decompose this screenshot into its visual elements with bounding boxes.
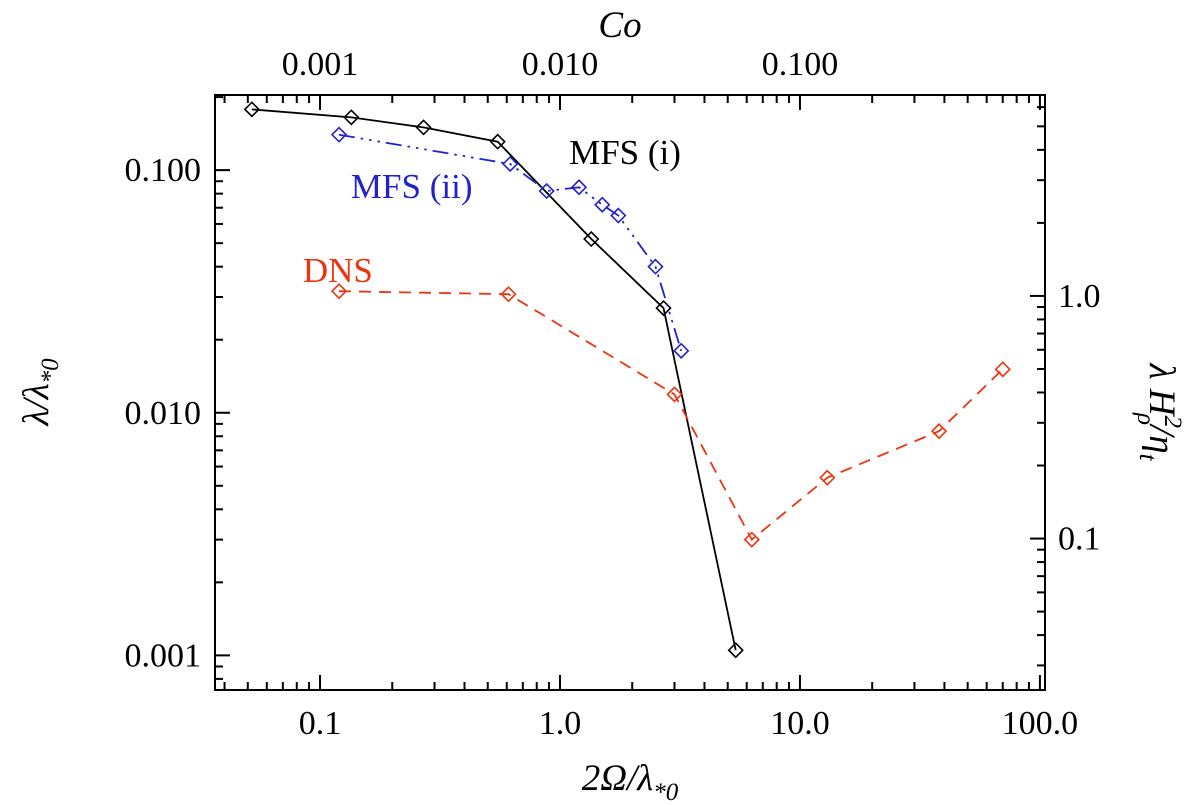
annotation-mfs-i: MFS (i) (569, 133, 681, 172)
data-point-marker-dns (994, 361, 1011, 378)
x-axis: 0.1 1.0 10.0 100.0 2Ω/λ*0 (223, 675, 1079, 805)
annotation-mfs-ii: MFS (ii) (351, 167, 473, 206)
data-point-marker-mfs-ii (610, 207, 627, 224)
top-axis-title: Co (598, 5, 641, 46)
right-tick-label: 1.0 (1058, 278, 1101, 315)
top-tick-label: 0.100 (762, 46, 839, 83)
series-mfs-ii (330, 126, 690, 359)
data-point-marker-dns (666, 386, 683, 403)
plot-frame (214, 94, 1046, 691)
y-axis-title: λ/λ*0 (16, 358, 64, 427)
right-axis-title: λ H2ρ/ηt (1132, 362, 1186, 461)
data-point-marker-mfs-i (415, 119, 432, 136)
data-point-marker-mfs-i (243, 101, 261, 118)
data-point-marker-dns (930, 422, 948, 440)
data-point-marker-mfs-ii (538, 182, 555, 200)
data-point-marker-mfs-ii (570, 179, 588, 196)
data-point-marker-mfs-ii (594, 196, 611, 213)
right-axis: 1.0 0.1 λ H2ρ/ηt (1030, 106, 1186, 667)
data-point-marker-mfs-ii (673, 342, 690, 359)
data-point-marker-dns (743, 531, 760, 548)
x-axis-title: 2Ω/λ*0 (582, 758, 679, 805)
data-point-marker-dns (330, 283, 348, 300)
right-tick-label: 0.1 (1058, 521, 1101, 558)
series-label-dns: DNS (303, 251, 373, 290)
data-point-marker-mfs-i (489, 133, 506, 150)
data-point-marker-mfs-ii (330, 126, 348, 143)
series-mfs-i (243, 101, 744, 659)
y-tick-label: 0.010 (125, 395, 202, 432)
annotation-dns: DNS (303, 251, 373, 290)
data-point-marker-mfs-ii (647, 258, 664, 275)
data-point-marker-mfs-ii (502, 155, 519, 173)
data-point-marker-mfs-i (583, 230, 600, 248)
series-line-dns (338, 290, 1004, 541)
data-point-marker-mfs-i (343, 109, 360, 126)
y-axis: 0.100 0.010 0.001 λ/λ*0 (16, 96, 230, 680)
x-tick-label: 1.0 (539, 705, 582, 742)
top-tick-label: 0.001 (282, 46, 359, 83)
x-tick-label: 100.0 (1002, 705, 1079, 742)
y-tick-label: 0.100 (125, 152, 202, 189)
top-tick-label: 0.010 (522, 46, 599, 83)
data-point-marker-dns (500, 286, 517, 303)
x-tick-label: 10.0 (770, 705, 830, 742)
data-point-marker-mfs-i (727, 642, 744, 659)
series-dns (330, 283, 1011, 548)
top-axis: 0.001 0.010 0.100 Co (223, 5, 1041, 110)
y-tick-label: 0.001 (125, 637, 202, 674)
series-label-mfs-i: MFS (i) (569, 133, 681, 172)
series-label-mfs-ii: MFS (ii) (351, 167, 473, 206)
series-line-mfs-i (251, 108, 737, 651)
data-point-marker-dns (819, 469, 836, 486)
x-tick-label: 0.1 (299, 705, 342, 742)
